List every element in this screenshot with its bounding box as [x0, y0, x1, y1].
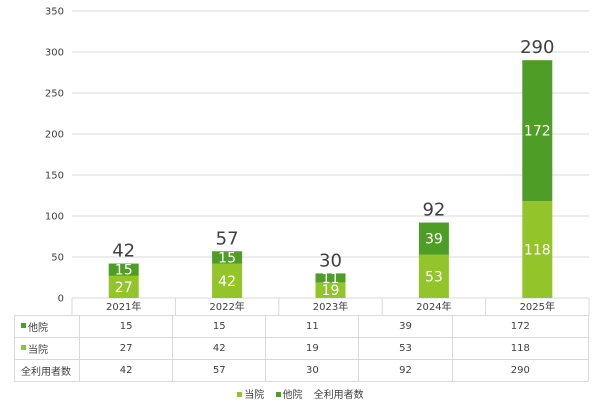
x-tick-label: 2022年: [209, 300, 244, 313]
row-label-cell: 全利用者数: [14, 359, 80, 382]
table-row-other: 他院 15 15 11 39 172: [14, 315, 590, 338]
bar-other: [315, 273, 346, 283]
table-cell: 39: [358, 315, 453, 338]
row-label: 全利用者数: [21, 367, 71, 378]
x-tick-label: 2021年: [106, 300, 141, 313]
table-cell: 290: [451, 359, 590, 382]
table-cell: 30: [265, 359, 360, 382]
table-cell: 53: [358, 337, 453, 360]
row-label: 当院: [28, 345, 48, 356]
data-table: 他院 15 15 11 39 172 当院 27 42 19 53 118 全利…: [14, 315, 590, 382]
table-cell: 15: [78, 315, 174, 338]
y-axis: 0 50 100 150 200 250 300 350: [45, 7, 64, 305]
data-label-total: 57: [216, 228, 239, 249]
y-tick-label: 250: [45, 89, 64, 100]
table-cell: 11: [265, 315, 360, 338]
table-cell: 19: [265, 337, 360, 360]
legend: 当院 他院 全利用者数: [0, 386, 601, 401]
row-label-cell: 当院: [14, 337, 80, 360]
x-tick-label: 2024年: [416, 300, 451, 313]
y-tick-label: 0: [58, 294, 64, 305]
table-cell: 42: [78, 359, 174, 382]
row-label-cell: 他院: [14, 315, 80, 338]
data-label-own: 118: [524, 243, 551, 259]
other-legend-marker: [21, 323, 26, 328]
bar-other: [418, 222, 449, 255]
legend-item-other: 他院: [275, 390, 303, 401]
gridlines: [72, 10, 589, 299]
legend-label: 当院: [244, 390, 265, 401]
table-cell: 15: [172, 315, 267, 338]
bar-other: [212, 251, 243, 264]
bar-own: [212, 263, 243, 298]
table-cell: 172: [451, 315, 590, 338]
table-cell: 57: [172, 359, 267, 382]
data-label-other: 11: [322, 271, 340, 287]
data-label-total: 30: [319, 250, 342, 271]
y-tick-label: 350: [45, 7, 64, 18]
table-cell: 27: [78, 337, 174, 360]
table-cell: 42: [172, 337, 267, 360]
bar-own: [315, 282, 346, 298]
bars: [108, 60, 553, 298]
bar-own: [522, 201, 553, 298]
data-label-other: 15: [218, 250, 236, 266]
table-row-total: 全利用者数 42 57 30 92 290: [14, 359, 590, 382]
data-label-other: 15: [115, 263, 133, 279]
legend-label: 全利用者数: [313, 390, 364, 401]
bar-other: [108, 263, 139, 276]
data-label-total: 290: [520, 37, 554, 58]
x-axis: 2021年 2022年 2023年 2024年 2025年: [71, 298, 590, 315]
data-label-own: 53: [425, 269, 443, 285]
y-tick-label: 300: [45, 48, 64, 59]
table-cell: 118: [451, 337, 590, 360]
data-label-own: 42: [218, 274, 236, 290]
legend-item-total: 全利用者数: [314, 390, 364, 401]
y-tick-label: 100: [45, 212, 64, 223]
y-tick-label: 50: [51, 253, 64, 264]
legend-label: 他院: [282, 390, 303, 401]
own-legend-marker: [237, 392, 243, 397]
data-label-total: 42: [112, 241, 135, 262]
other-legend-marker: [275, 392, 281, 397]
data-label-own: 27: [115, 280, 133, 296]
legend-item-own: 当院: [237, 390, 264, 401]
y-tick-label: 150: [45, 171, 64, 182]
x-tick-label: 2025年: [520, 300, 555, 313]
y-tick-label: 200: [45, 130, 64, 141]
own-legend-marker: [21, 345, 26, 350]
data-label-own: 19: [322, 283, 340, 299]
data-label-total: 92: [422, 200, 445, 221]
table-row-own: 当院 27 42 19 53 118: [14, 337, 590, 360]
x-tick-label: 2023年: [313, 300, 348, 313]
data-label-other: 172: [524, 124, 551, 140]
table-cell: 92: [358, 359, 453, 382]
bar-own: [108, 275, 139, 298]
bar-own: [418, 254, 449, 298]
bar-other: [522, 60, 553, 202]
data-label-other: 39: [425, 232, 443, 248]
row-label: 他院: [28, 323, 48, 334]
